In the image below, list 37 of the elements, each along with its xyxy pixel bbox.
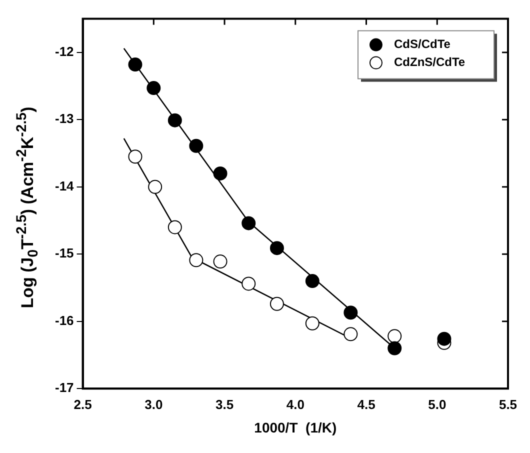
point [305,316,320,330]
point [213,254,228,269]
y-tick-label: -12 [54,44,74,59]
point [270,296,284,311]
point [168,113,182,128]
x-axis-title: 1000/T (1/K) [254,419,337,436]
legend-label: CdS/CdTe [394,37,451,52]
point [128,150,142,164]
x-tick-label: 5.5 [498,396,518,412]
y-tick-label: -17 [54,380,74,396]
point [146,81,161,96]
point [189,253,204,268]
x-tick-label: 2.5 [74,396,92,412]
point [242,216,256,230]
x-tick-label: 4.5 [357,396,376,412]
point [270,241,284,256]
point [305,274,320,288]
point [148,180,162,194]
y-tick-label: -16 [54,312,74,328]
point [388,341,402,356]
legend-label: CdZnS/CdTe [394,55,466,70]
y-tick-label: -13 [54,111,74,126]
point [128,58,142,72]
point [168,220,182,234]
point [344,306,358,320]
x-tick-label: 3.0 [144,396,163,412]
point [189,138,204,153]
point [242,276,256,291]
x-tick-label: 5.0 [428,396,446,412]
y-tick-label: -14 [54,178,75,194]
x-tick-label: 4.0 [286,396,304,412]
point [344,327,358,342]
point [437,332,452,346]
x-tick-label: 3.5 [215,396,234,412]
point [388,329,402,344]
point [213,166,228,180]
y-tick-label: -15 [54,246,74,261]
